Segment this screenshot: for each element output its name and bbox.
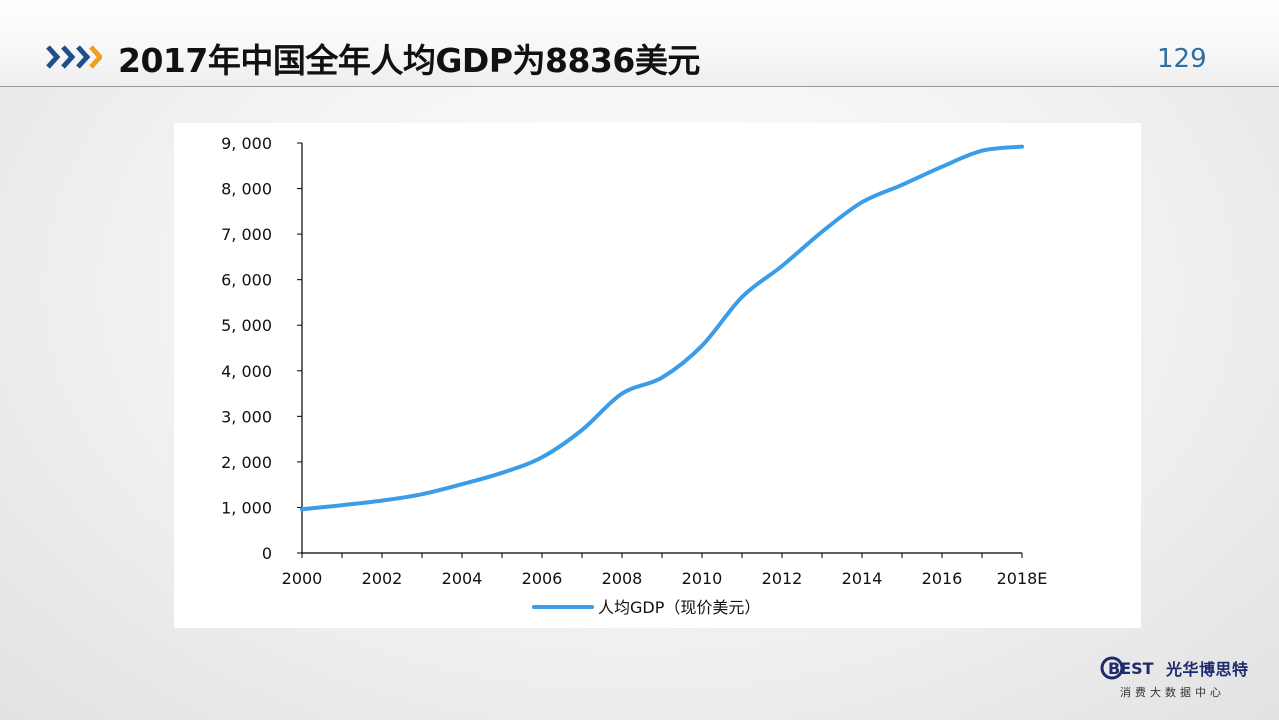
y-tick-label: 9, 000 bbox=[221, 134, 272, 153]
best-logo-icon: BEST bbox=[1100, 656, 1154, 680]
company-logo: BEST 光华博思特 消费大数据中心 bbox=[1100, 655, 1265, 705]
series-line-0 bbox=[300, 144, 1024, 512]
slide-header: 2017年中国全年人均GDP为8836美元 129 bbox=[0, 0, 1279, 87]
chart-panel: 0 1, 000 2, 000 3, 000 4, 000 5, 000 6, 000 7, … bbox=[174, 123, 1141, 628]
y-tick-label: 3, 000 bbox=[221, 407, 272, 426]
y-tick-label: 4, 000 bbox=[221, 362, 272, 381]
slide-title: 2017年中国全年人均GDP为8836美元 bbox=[118, 41, 700, 80]
y-tick-label: 1, 000 bbox=[221, 498, 272, 517]
x-tick-label: 2014 bbox=[842, 569, 883, 588]
x-tick-label: 2016 bbox=[922, 569, 963, 588]
x-tick-label: 2008 bbox=[602, 569, 643, 588]
x-tick-label: 2010 bbox=[682, 569, 723, 588]
y-tick-label: 2, 000 bbox=[221, 453, 272, 472]
logo-subtitle: 消费大数据中心 bbox=[1120, 686, 1225, 699]
legend-label: 人均GDP（现价美元） bbox=[598, 598, 760, 617]
x-tick-label: 2006 bbox=[522, 569, 563, 588]
y-tick-label: 8, 000 bbox=[221, 180, 272, 199]
line-chart: 0 1, 000 2, 000 3, 000 4, 000 5, 000 6, 000 7, … bbox=[221, 134, 1048, 617]
brand-name: 光华博思特 bbox=[1166, 660, 1249, 679]
y-tick-label: 0 bbox=[262, 544, 272, 563]
x-tick-label: 2004 bbox=[442, 569, 483, 588]
chevron-arrows-icon bbox=[46, 45, 102, 69]
x-tick-label: 2012 bbox=[762, 569, 803, 588]
x-tick-label: 2000 bbox=[282, 569, 323, 588]
x-tick-label: 2018E bbox=[997, 569, 1048, 588]
y-tick-label: 7, 000 bbox=[221, 225, 272, 244]
y-tick-label: 5, 000 bbox=[221, 316, 272, 335]
x-tick-label: 2002 bbox=[362, 569, 403, 588]
logo-letters: BEST bbox=[1108, 659, 1154, 678]
y-tick-label: 6, 000 bbox=[221, 271, 272, 290]
page-number: 129 bbox=[1157, 44, 1207, 74]
